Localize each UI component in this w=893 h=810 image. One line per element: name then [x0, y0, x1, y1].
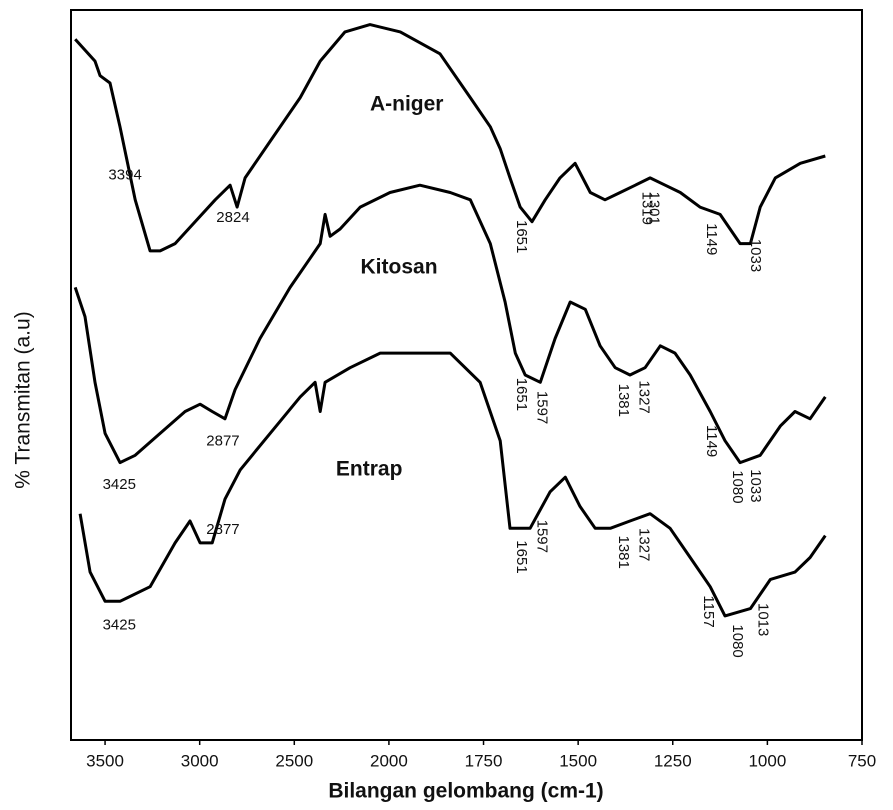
x-tick-label: 1500 — [559, 751, 597, 770]
peak-label: 1327 — [636, 380, 653, 413]
peak-label: 3425 — [103, 616, 136, 633]
peak-label: 1301 — [646, 192, 663, 225]
series-name: A-niger — [370, 93, 444, 116]
peak-label: 3394 — [108, 166, 141, 183]
series-name: Entrap — [336, 458, 403, 481]
x-tick-label: 1250 — [654, 751, 692, 770]
peak-label: 1149 — [703, 425, 720, 457]
peak-label: 1080 — [729, 624, 746, 657]
x-tick-label: 1750 — [465, 751, 503, 770]
peak-label: 1033 — [747, 469, 764, 502]
y-axis-title: % Transmitan (a.u) — [12, 311, 35, 488]
peak-label: 1080 — [729, 470, 746, 503]
peak-label: 1381 — [615, 384, 632, 417]
plot-frame — [70, 9, 863, 741]
spectrum-line — [74, 23, 826, 253]
peak-label: 2824 — [216, 209, 249, 226]
peak-label: 1157 — [700, 595, 717, 627]
series-name: Kitosan — [361, 256, 438, 279]
peak-label: 1033 — [747, 239, 764, 272]
x-tick-label: 3500 — [86, 751, 124, 770]
x-tick-label: 750 — [848, 751, 876, 770]
spectrum-line — [78, 351, 827, 618]
x-tick-label: 1000 — [748, 751, 786, 770]
spectrum-line — [73, 183, 827, 465]
peak-label: 1149 — [703, 223, 720, 255]
peak-label: 2877 — [206, 521, 239, 538]
peak-label: 1319 — [639, 192, 656, 225]
x-tick-label: 3000 — [181, 751, 219, 770]
peak-label: 2877 — [206, 433, 239, 450]
peak-label: 1597 — [533, 520, 550, 553]
peak-label: 3425 — [103, 476, 136, 493]
peak-label: 1327 — [636, 528, 653, 561]
peak-label: 1651 — [513, 220, 530, 253]
x-tick-label: 2000 — [370, 751, 408, 770]
peak-label: 1013 — [755, 603, 772, 636]
x-axis-title: Bilangan gelombang (cm-1) — [328, 780, 603, 803]
peak-label: 1381 — [615, 536, 632, 569]
peak-label: 1597 — [533, 391, 550, 424]
x-tick-label: 2500 — [275, 751, 313, 770]
peak-label: 1651 — [513, 540, 530, 573]
peak-label: 1651 — [513, 378, 530, 411]
